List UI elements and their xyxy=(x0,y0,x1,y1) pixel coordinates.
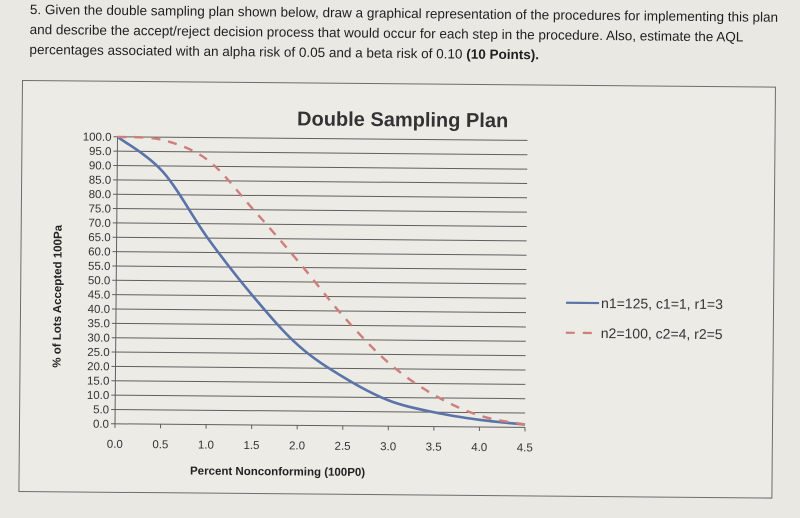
x-tick-label: 4.0 xyxy=(471,442,487,454)
y-tick-label: 30.0 xyxy=(87,332,109,344)
question-body: Given the double sampling plan shown bel… xyxy=(29,2,779,62)
x-tick-label: 0.5 xyxy=(152,439,168,451)
chart-frame: Double Sampling Plan 0.0 5.0 10.0 15.0 20.0 2… xyxy=(18,80,776,499)
x-tick-label: 1.0 xyxy=(198,440,214,452)
y-tick-label: 95.0 xyxy=(89,146,111,158)
y-tick-label: 60.0 xyxy=(88,246,110,258)
y-tick-label: 35.0 xyxy=(87,318,109,330)
y-tick-label: 5.0 xyxy=(93,404,109,416)
x-tick-label: 4.5 xyxy=(517,442,533,454)
x-tick-label: 3.0 xyxy=(380,441,396,453)
question-number: 5. xyxy=(29,1,42,18)
data-series xyxy=(116,135,526,426)
y-tick-label: 70.0 xyxy=(88,218,110,230)
y-tick-label: 40.0 xyxy=(88,304,110,316)
x-axis-label: Percent Nonconforming (100P0) xyxy=(190,465,365,479)
y-axis-label: % of Lots Accepted 100Pa xyxy=(51,224,64,367)
y-tick-label: 0.0 xyxy=(93,419,109,431)
y-tick-label: 75.0 xyxy=(88,203,110,215)
x-tick-label: 3.5 xyxy=(426,442,442,454)
legend: n1=125, c1=1, r1=3 n2=100, c2=4, r2=5 xyxy=(565,295,723,342)
y-tick-label: 15.0 xyxy=(87,376,109,388)
gridlines xyxy=(110,136,528,432)
y-tick-label: 25.0 xyxy=(87,347,109,359)
y-axis-ticks: 0.0 5.0 10.0 15.0 20.0 25.0 30.0 35.0 40.0 45.0 50… xyxy=(83,132,112,431)
y-tick-label: 100.0 xyxy=(83,132,112,144)
oc-curve-chart: Double Sampling Plan 0.0 5.0 10.0 15.0 20.0 2… xyxy=(51,108,723,479)
y-tick-label: 45.0 xyxy=(88,289,110,301)
chart-title: Double Sampling Plan xyxy=(297,108,508,132)
y-tick-label: 10.0 xyxy=(87,390,109,402)
question-text: 5. Given the double sampling plan shown … xyxy=(29,0,800,68)
y-tick-label: 20.0 xyxy=(87,361,109,373)
legend-label-2: n2=100, c2=4, r2=5 xyxy=(601,325,723,342)
y-tick-label: 50.0 xyxy=(88,275,110,287)
x-tick-label: 0.0 xyxy=(107,439,123,451)
y-tick-label: 80.0 xyxy=(89,189,111,201)
y-tick-label: 85.0 xyxy=(89,175,111,187)
legend-label-1: n1=125, c1=1, r1=3 xyxy=(601,295,723,312)
question-points: (10 Points). xyxy=(466,46,540,63)
x-tick-label: 1.5 xyxy=(243,440,259,452)
x-tick-label: 2.5 xyxy=(335,441,351,453)
y-tick-label: 65.0 xyxy=(88,232,110,244)
x-axis-ticks: 0.0 0.5 1.0 1.5 2.0 2.5 3.0 3.5 4.0 4.5 xyxy=(107,439,533,455)
series-line-1 xyxy=(116,135,526,426)
y-tick-label: 90.0 xyxy=(89,160,111,172)
series-line-2 xyxy=(117,135,526,426)
x-tick-label: 2.0 xyxy=(289,440,305,452)
y-tick-label: 55.0 xyxy=(88,261,110,273)
